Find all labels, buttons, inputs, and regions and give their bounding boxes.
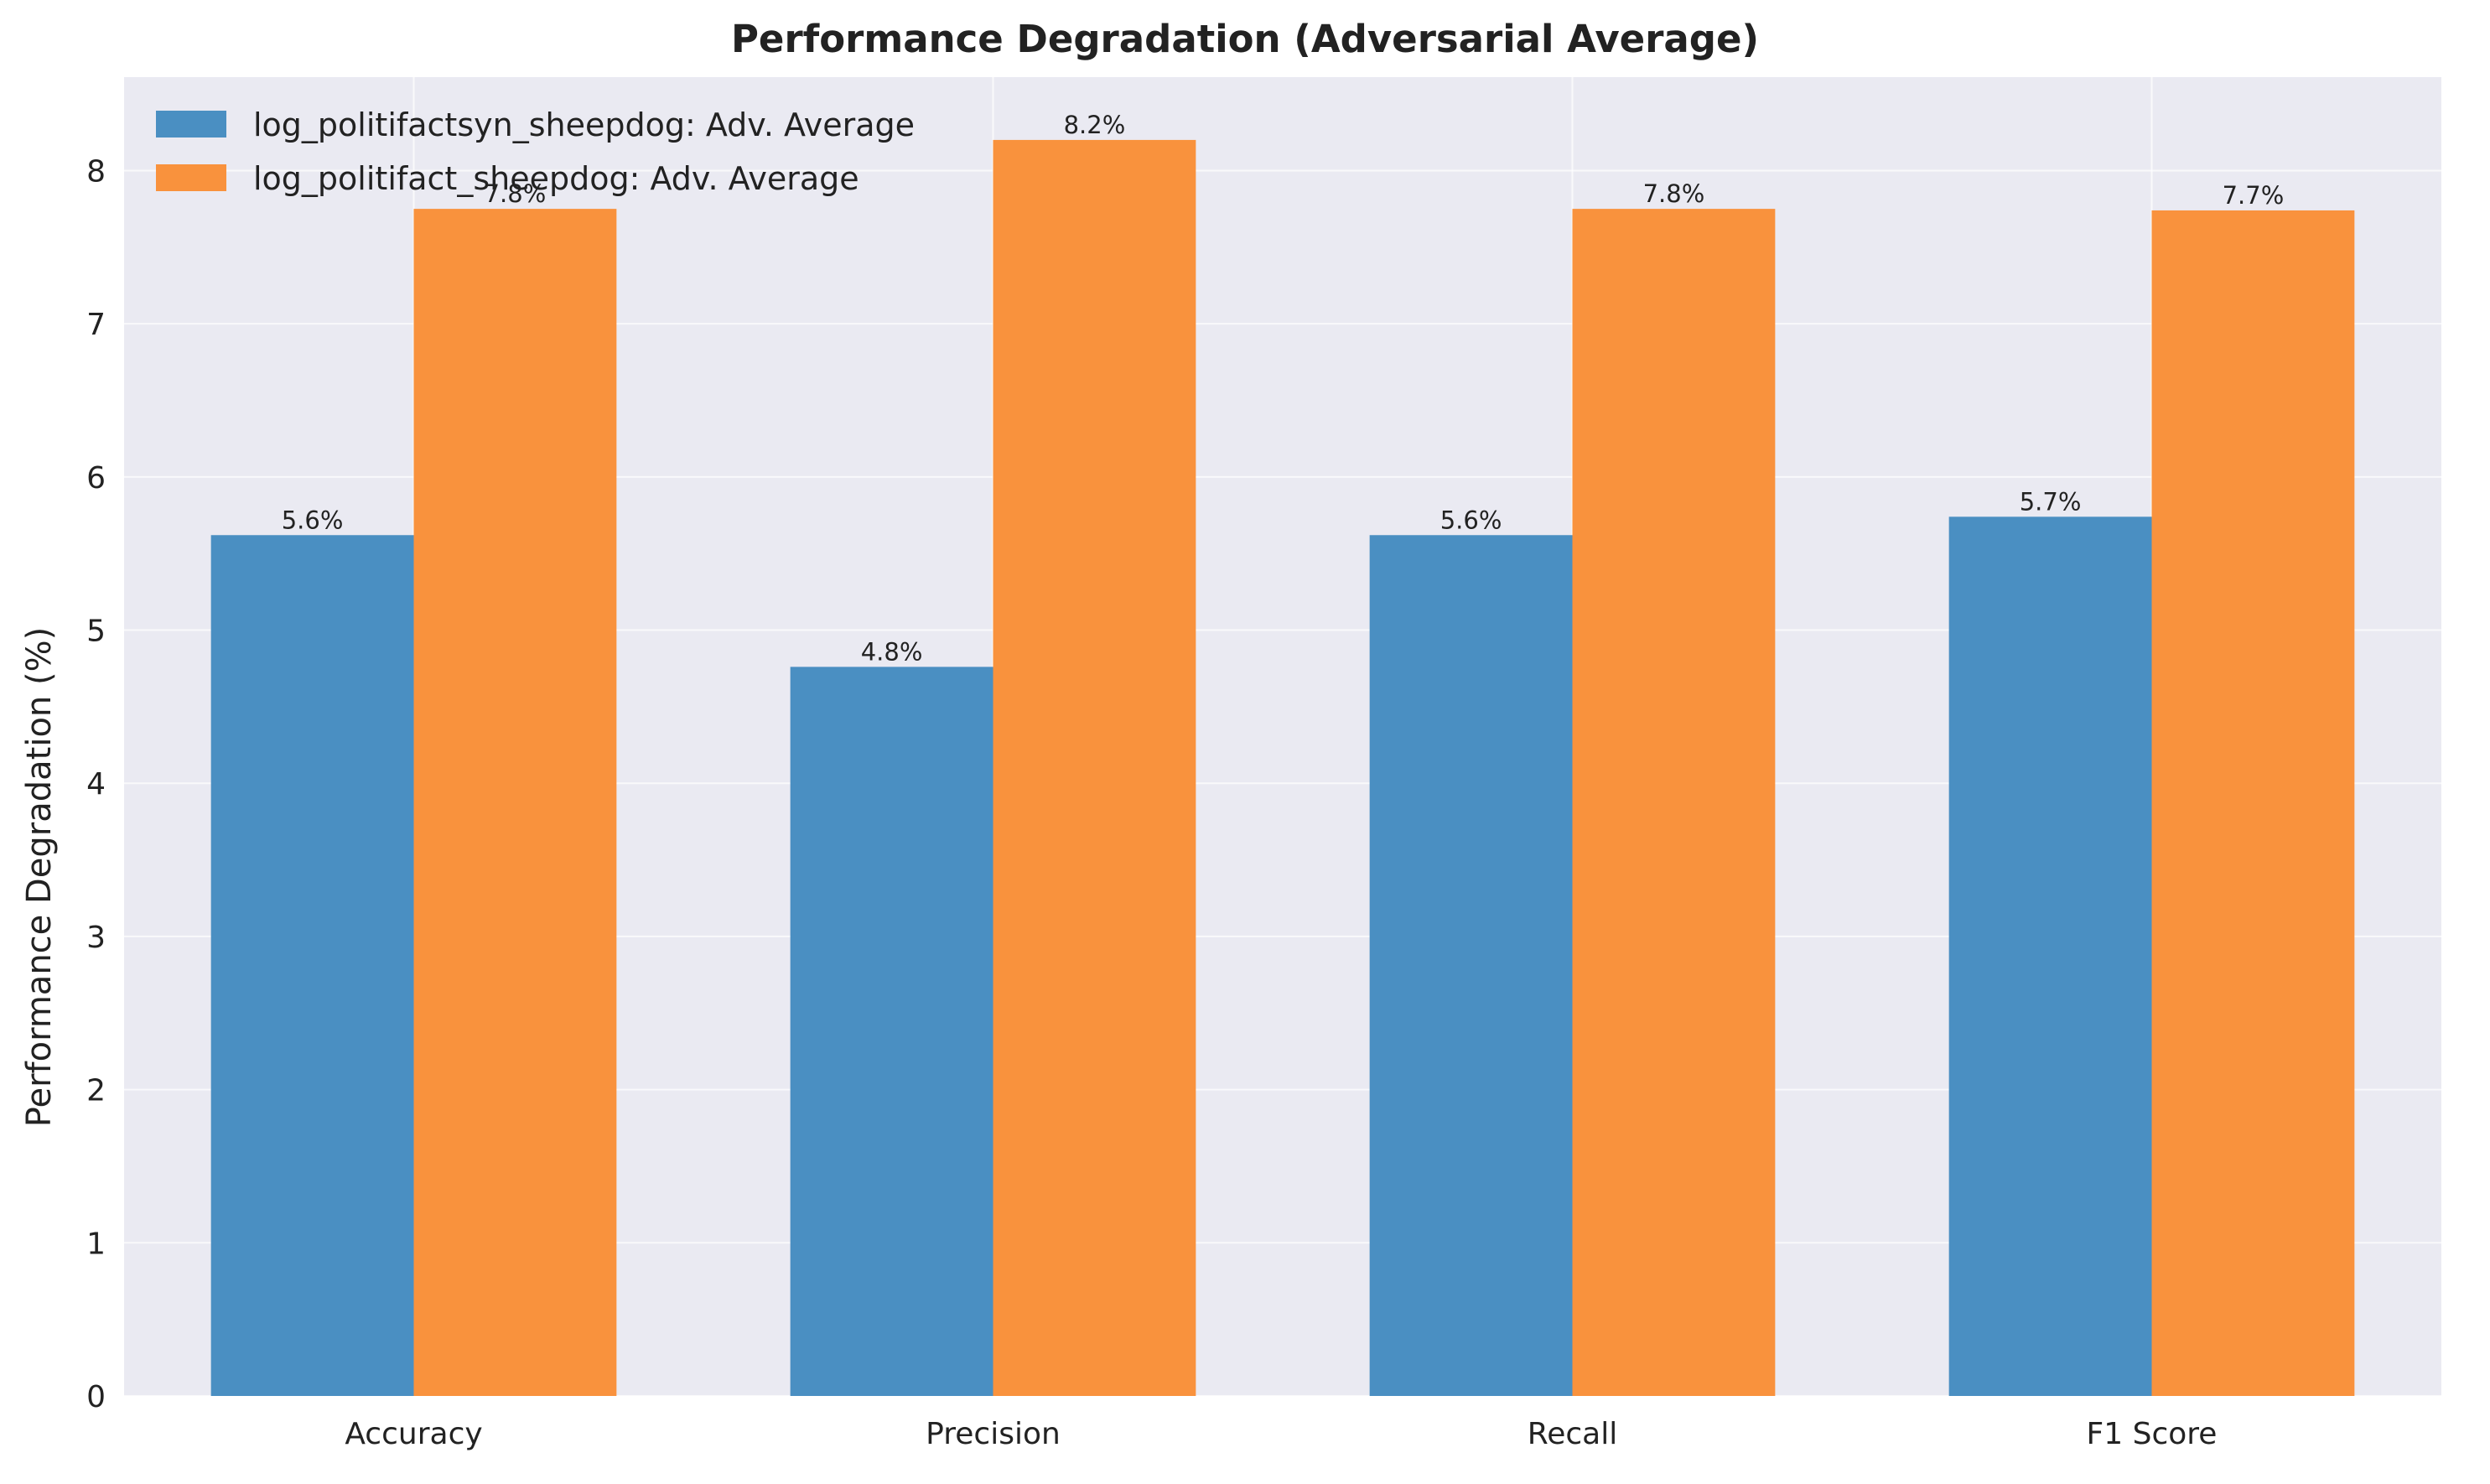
legend-swatch xyxy=(156,111,226,138)
bar-value-label: 7.8% xyxy=(485,179,547,208)
y-tick-label: 0 xyxy=(86,1380,106,1414)
y-tick-label: 1 xyxy=(86,1227,106,1261)
legend-swatch xyxy=(156,164,226,191)
chart-title: Performance Degradation (Adversarial Ave… xyxy=(731,17,1759,61)
bar xyxy=(993,139,1196,1396)
bar-value-label: 5.6% xyxy=(1440,506,1502,534)
bar-value-label: 7.7% xyxy=(2223,181,2285,210)
x-tick-label: F1 Score xyxy=(2087,1417,2218,1451)
bar-value-label: 8.2% xyxy=(1064,111,1126,139)
bar-value-label: 5.6% xyxy=(282,506,344,534)
y-tick-label: 6 xyxy=(86,461,106,496)
bar xyxy=(1369,535,1573,1397)
bar xyxy=(1572,209,1776,1396)
y-tick-label: 3 xyxy=(86,921,106,955)
bar xyxy=(413,209,617,1396)
y-axis-label: Performance Degradation (%) xyxy=(20,627,59,1127)
x-tick-label: Precision xyxy=(926,1417,1061,1451)
x-axis-ticks: Accuracy Precision Recall F1 Score xyxy=(345,1417,2217,1451)
bar-value-label: 7.8% xyxy=(1643,179,1705,208)
y-tick-label: 7 xyxy=(86,308,106,342)
data-labels: 5.6% 4.8% 5.6% 5.7% 7.8% 8.2% 7.8% 7.7% xyxy=(282,111,2285,666)
bar xyxy=(1948,516,2152,1397)
x-tick-label: Accuracy xyxy=(345,1417,482,1451)
bar xyxy=(790,667,993,1396)
y-tick-label: 4 xyxy=(86,767,106,802)
y-tick-label: 2 xyxy=(86,1074,106,1108)
y-tick-label: 8 xyxy=(86,154,106,189)
x-tick-label: Recall xyxy=(1528,1417,1617,1451)
y-axis-ticks: 0 1 2 3 4 5 6 7 8 xyxy=(86,154,106,1414)
legend-label: log_politifactsyn_sheepdog: Adv. Average xyxy=(253,106,915,143)
legend: log_politifactsyn_sheepdog: Adv. Average… xyxy=(156,106,915,197)
bar xyxy=(2151,210,2355,1397)
bars xyxy=(210,139,2355,1397)
bar-value-label: 5.7% xyxy=(2020,487,2082,516)
legend-label: log_politifact_sheepdog: Adv. Average xyxy=(253,160,859,197)
y-tick-label: 5 xyxy=(86,615,106,649)
bar-value-label: 4.8% xyxy=(861,637,923,666)
bar xyxy=(210,535,414,1397)
